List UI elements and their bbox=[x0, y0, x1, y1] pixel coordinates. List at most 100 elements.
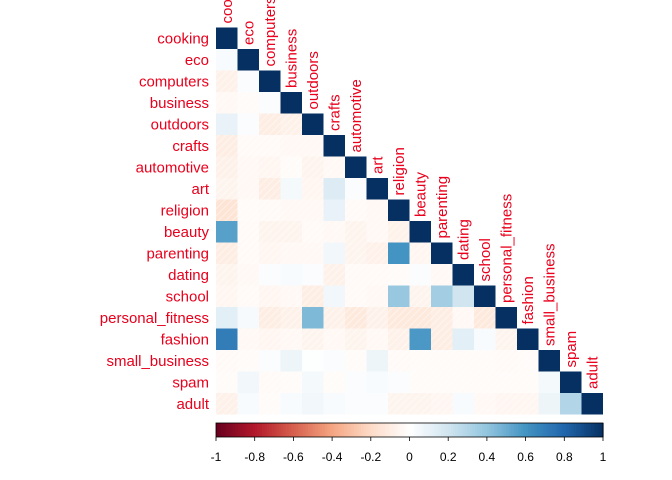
negative-hatch bbox=[323, 371, 345, 393]
colorbar-segment bbox=[583, 423, 587, 437]
negative-hatch bbox=[431, 371, 453, 393]
cell-parenting-religion bbox=[388, 242, 410, 264]
negative-hatch bbox=[237, 328, 259, 350]
column-label-outdoors: outdoors bbox=[305, 51, 322, 109]
colorbar-segment bbox=[228, 423, 232, 437]
cell-fashion-fashion bbox=[517, 328, 539, 350]
colorbar-segment bbox=[445, 423, 449, 437]
cell-personal_fitness-outdoors bbox=[302, 307, 324, 329]
colorbar-segment bbox=[421, 423, 425, 437]
negative-hatch bbox=[280, 371, 302, 393]
colorbar-segment bbox=[424, 423, 428, 437]
negative-hatch bbox=[302, 199, 324, 221]
colorbar-segment bbox=[264, 423, 268, 437]
negative-hatch bbox=[280, 307, 302, 329]
negative-hatch bbox=[474, 350, 496, 372]
row-label-computers: computers bbox=[139, 73, 209, 90]
negative-hatch bbox=[216, 178, 238, 200]
colorbar-segment bbox=[600, 423, 604, 437]
negative-hatch bbox=[280, 285, 302, 307]
colorbar-segment bbox=[578, 423, 582, 437]
colorbar-segment bbox=[365, 423, 369, 437]
cell-spam-small_business bbox=[538, 371, 560, 393]
negative-hatch bbox=[345, 199, 367, 221]
negative-hatch bbox=[323, 328, 345, 350]
cell-computers-computers bbox=[259, 70, 281, 92]
colorbar-segment bbox=[496, 423, 500, 437]
colorbar-segment bbox=[581, 423, 585, 437]
negative-hatch bbox=[259, 135, 281, 157]
colorbar-segment bbox=[274, 423, 278, 437]
colorbar-segment bbox=[503, 423, 507, 437]
negative-hatch bbox=[216, 371, 238, 393]
row-label-beauty: beauty bbox=[164, 224, 210, 241]
row-label-dating: dating bbox=[168, 267, 209, 284]
cell-eco-eco bbox=[237, 49, 259, 71]
negative-hatch bbox=[302, 242, 324, 264]
colorbar-segment bbox=[310, 423, 314, 437]
colorbar-segment bbox=[530, 423, 534, 437]
colorbar-segment bbox=[399, 423, 403, 437]
colorbar-segment bbox=[501, 423, 505, 437]
cell-spam-eco bbox=[237, 371, 259, 393]
colorbar-segment bbox=[549, 423, 553, 437]
colorbar-segment bbox=[344, 423, 348, 437]
colorbar-segment bbox=[295, 423, 299, 437]
cell-crafts-crafts bbox=[323, 135, 345, 157]
cell-adult-outdoors bbox=[302, 393, 324, 415]
negative-hatch bbox=[366, 264, 388, 286]
negative-hatch bbox=[216, 70, 238, 92]
negative-hatch bbox=[216, 135, 238, 157]
colorbar-segment bbox=[559, 423, 563, 437]
negative-hatch bbox=[302, 156, 324, 178]
negative-hatch bbox=[409, 307, 431, 329]
heatmap-cells bbox=[216, 27, 603, 415]
negative-hatch bbox=[302, 328, 324, 350]
colorbar-segment bbox=[332, 423, 336, 437]
negative-hatch bbox=[366, 199, 388, 221]
colorbar-segment bbox=[491, 423, 495, 437]
negative-hatch bbox=[388, 393, 410, 415]
negative-hatch bbox=[259, 328, 281, 350]
cell-school-crafts bbox=[323, 285, 345, 307]
colorbar-segment bbox=[436, 423, 440, 437]
colorbar-segment bbox=[300, 423, 304, 437]
colorbar-segment bbox=[426, 423, 430, 437]
cell-fashion-school bbox=[474, 328, 496, 350]
colorbar-segment bbox=[293, 423, 297, 437]
row-label-small_business: small_business bbox=[106, 353, 209, 370]
cell-cooking-cooking bbox=[216, 27, 238, 49]
negative-hatch bbox=[323, 264, 345, 286]
cell-personal_fitness-personal_fitness bbox=[495, 307, 517, 329]
colorbar-segment bbox=[552, 423, 556, 437]
negative-hatch bbox=[431, 307, 453, 329]
cell-school-dating bbox=[452, 285, 474, 307]
colorbar-segment bbox=[394, 423, 399, 437]
cell-religion-religion bbox=[388, 199, 410, 221]
colorbar-segment bbox=[561, 423, 565, 437]
row-label-cooking: cooking bbox=[157, 30, 209, 47]
negative-hatch bbox=[216, 350, 238, 372]
colorbar-segment bbox=[554, 423, 558, 437]
colorbar-segment bbox=[544, 423, 548, 437]
row-label-religion: religion bbox=[161, 202, 209, 219]
negative-hatch bbox=[237, 221, 259, 243]
negative-hatch bbox=[474, 371, 496, 393]
negative-hatch bbox=[259, 242, 281, 264]
cell-dating-business bbox=[280, 264, 302, 286]
colorbar-segment bbox=[276, 423, 280, 437]
negative-hatch bbox=[216, 242, 238, 264]
negative-hatch bbox=[495, 371, 517, 393]
row-label-business: business bbox=[150, 95, 209, 112]
negative-hatch bbox=[323, 307, 345, 329]
negative-hatch bbox=[517, 393, 539, 415]
negative-hatch bbox=[259, 285, 281, 307]
negative-hatch bbox=[345, 242, 367, 264]
colorbar-segment bbox=[494, 423, 498, 437]
cell-spam-spam bbox=[560, 371, 582, 393]
negative-hatch bbox=[345, 221, 367, 243]
cell-small_business-computers bbox=[259, 350, 281, 372]
negative-hatch bbox=[452, 371, 474, 393]
colorbar-segment bbox=[573, 423, 577, 437]
